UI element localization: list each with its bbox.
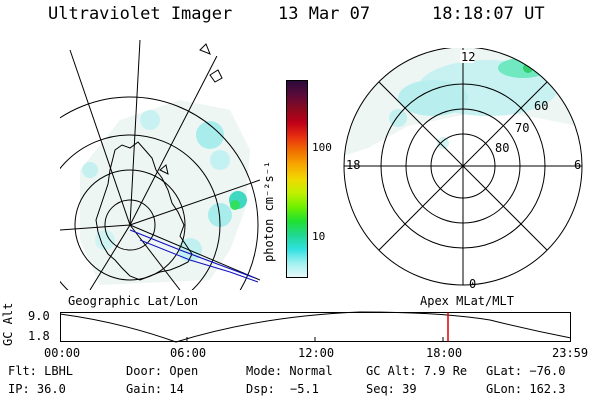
altitude-curve [60,311,572,343]
instrument-title: Ultraviolet Imager [48,4,233,24]
colorbar [286,80,308,278]
polar-panel-label: Apex MLat/MLT [420,294,514,308]
info-gain: Gain: 14 [126,382,184,396]
altitude-xtick-2359: 23:59 [552,346,589,360]
geographic-map [60,40,260,290]
altitude-xtick-0600: 06:00 [170,346,207,360]
geographic-grid [60,40,260,290]
coastline-islands [159,43,223,175]
altitude-xtick-1800: 18:00 [426,346,463,360]
altitude-ytick-min: 1.8 [28,329,50,343]
mlt-label-6: 6 [574,158,581,172]
coastline [95,141,193,281]
satellite-track-2 [139,239,259,283]
altitude-plot [60,311,572,343]
colorbar-tick-100: 100 [312,141,332,154]
time-label: 18:18:07 UT [432,4,545,24]
geographic-panel-label: Geographic Lat/Lon [68,294,199,308]
mlat-label-70: 70 [515,121,529,135]
altitude-xtick-0000: 00:00 [44,346,81,360]
mlat-label-80: 80 [495,141,509,155]
info-mode: Mode: Normal [246,364,333,378]
mlt-top-bg [460,50,474,63]
altitude-ylabel: GC Alt [1,302,15,346]
info-dsp-label: Dsp: [246,382,275,396]
polar-grid [343,48,583,286]
info-door: Door: Open [126,364,199,378]
date-label: 13 Mar 07 [278,4,371,24]
mlat-label-60: 60 [534,99,548,113]
geographic-image [80,100,250,285]
satellite-track [129,229,256,279]
mlt-label-12: 12 [461,50,475,64]
mlt-label-18: 18 [346,158,360,172]
altitude-ytick-max: 9.0 [28,309,50,323]
colorbar-gradient [287,81,307,277]
info-filter: Flt: LBHL [8,364,74,378]
polar-plot: 12 18 6 0 60 70 80 [343,48,583,291]
info-ip: IP: 36.0 [8,382,66,396]
altitude-xtick-1200: 12:00 [298,346,335,360]
info-seq: Seq: 39 [366,382,417,396]
info-gc-alt: GC Alt: 7.9 Re [366,364,468,378]
colorbar-tick-10: 10 [312,230,326,243]
info-dsp-value: −5.1 [290,382,319,396]
info-glon: GLon: 162.3 [486,382,566,396]
mlt-label-0: 0 [469,277,476,291]
colorbar-unit-label: photon cm⁻²s⁻¹ [262,160,276,262]
info-glat: GLat: −76.0 [486,364,566,378]
